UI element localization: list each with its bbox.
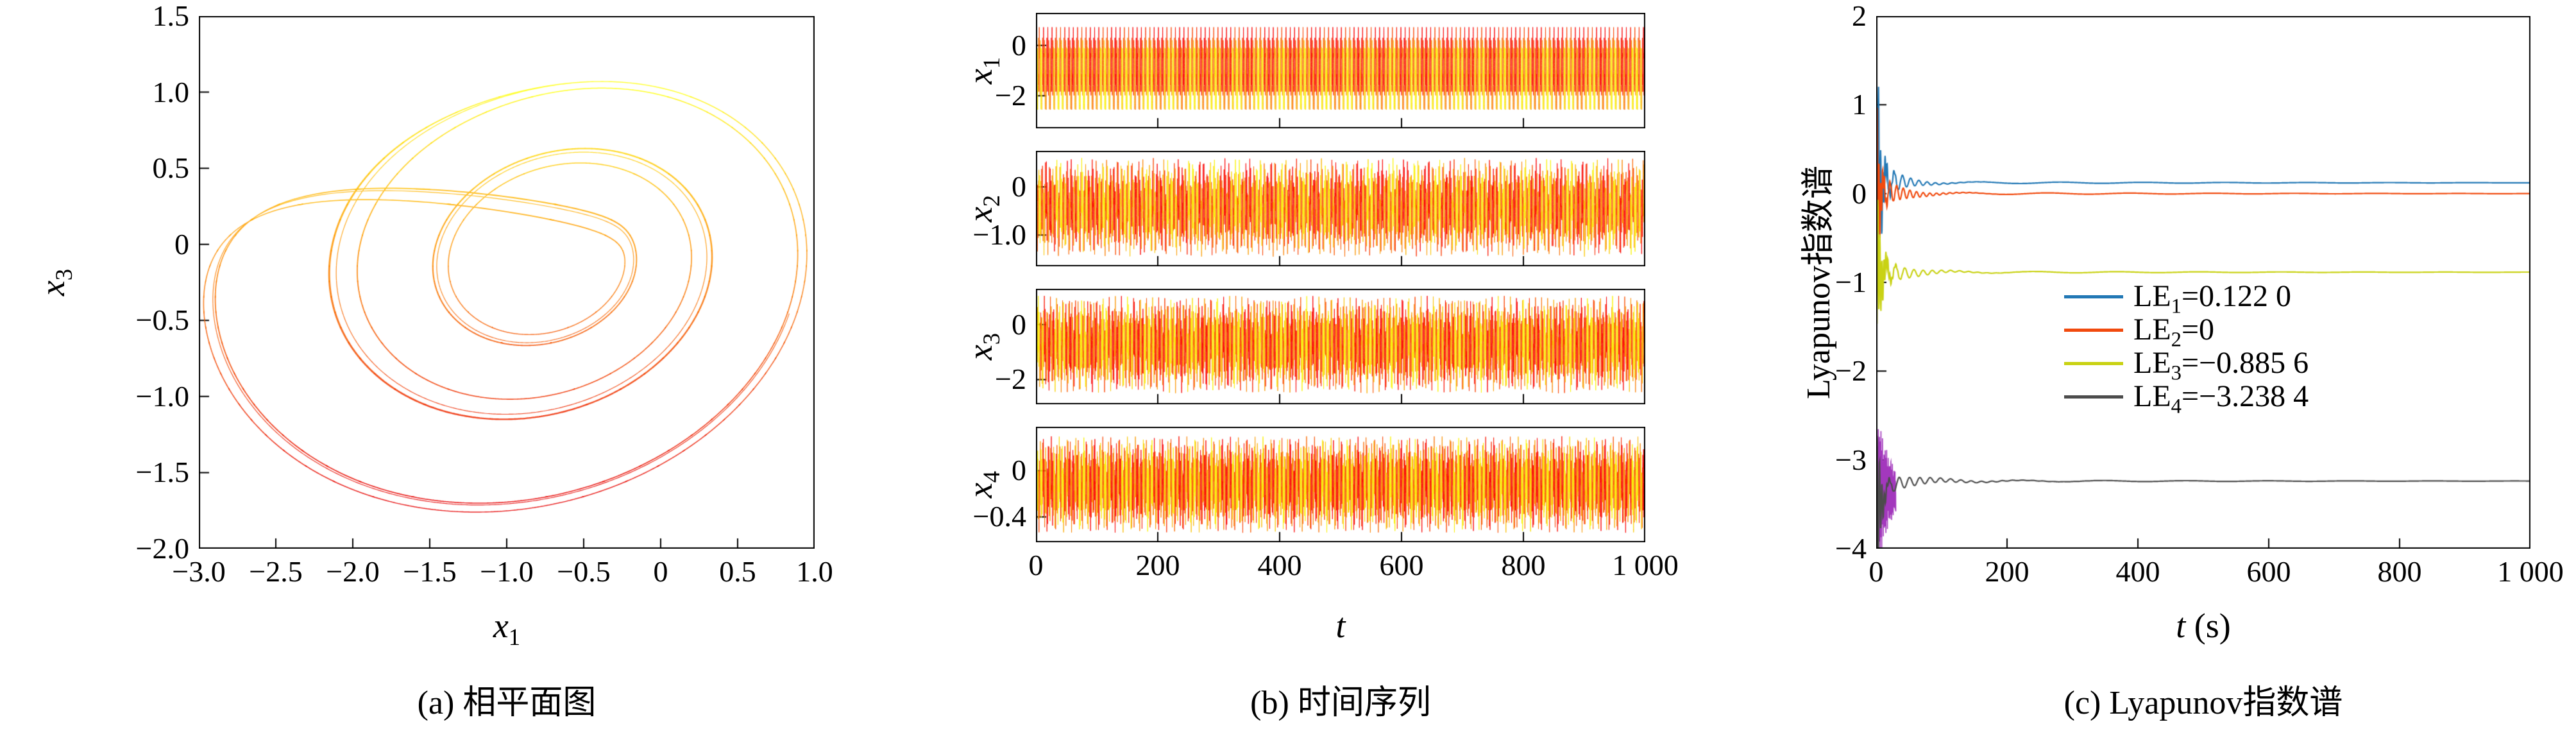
tick-label: 0 [1012, 170, 1026, 203]
axis-label-base: x [961, 69, 999, 85]
axis-label-sub: 4 [978, 470, 1004, 483]
legend-label: LE3=−0.885 6 [2133, 346, 2309, 385]
axis-label-base: x [493, 606, 509, 645]
tick-label: 1.0 [152, 75, 190, 108]
tick-label: 200 [1985, 555, 2029, 588]
tick-label: −1.0 [972, 218, 1026, 252]
x-axis-label-lyapunov: t (s) [2176, 608, 2231, 643]
tick-label: −2.0 [326, 555, 380, 588]
y-axis-label-ts-x4: x4 [961, 471, 1004, 499]
tick-label: −1.5 [135, 456, 189, 489]
tick-label: −1.0 [480, 555, 534, 588]
time-series-plot-x2 [1036, 151, 1645, 266]
tick-label: −2.5 [249, 555, 303, 588]
legend-entry: LE2=0 [2064, 313, 2309, 352]
axis-label-base: t [2176, 606, 2186, 645]
legend-entry: LE3=−0.885 6 [2064, 346, 2309, 385]
lyapunov-spectrum-plot [1876, 16, 2530, 549]
axis-label-sub: 1 [978, 56, 1004, 69]
tick-label: 2 [1852, 0, 1867, 32]
axis-label-base: x [961, 207, 999, 223]
tick-label: −3 [1835, 443, 1867, 476]
legend-line-swatch [2064, 328, 2123, 332]
tick-label: 0 [1868, 555, 1884, 588]
axis-label-base: x [961, 345, 999, 361]
tick-label: 600 [1379, 549, 1424, 581]
tick-label: 0 [1028, 549, 1044, 581]
caption-time-series: (b) 时间序列 [1250, 685, 1431, 721]
axis-label-sub: 1 [508, 623, 521, 650]
time-series-plot-x3 [1036, 289, 1645, 404]
tick-label: 800 [1501, 549, 1546, 581]
tick-label: −3.0 [172, 555, 226, 588]
legend-entry: LE4=−3.238 4 [2064, 379, 2309, 418]
tick-label: 0.5 [719, 555, 756, 588]
tick-label: −2.0 [135, 532, 189, 565]
caption-phase-plane: (a) 相平面图 [417, 685, 597, 721]
legend-line-swatch [2064, 295, 2123, 298]
x-axis-label-phase: x1 [493, 606, 520, 649]
tick-label: 200 [1135, 549, 1180, 581]
tick-label: −4 [1835, 532, 1867, 565]
tick-label: −2 [1835, 354, 1867, 388]
legend-line-swatch [2064, 361, 2123, 365]
axis-label-unit: (s) [2185, 606, 2231, 645]
tick-label: −1 [1835, 266, 1867, 298]
axis-label-sub: 3 [50, 268, 77, 281]
caption-lyapunov: (c) Lyapunov指数谱 [2063, 685, 2343, 721]
tick-label: 1.0 [796, 555, 833, 588]
tick-label: 1 000 [1612, 549, 1679, 581]
time-series-plot-x1 [1036, 13, 1645, 128]
tick-label: 0 [1012, 307, 1026, 341]
tick-label: −1.0 [135, 379, 189, 413]
tick-label: 400 [1257, 549, 1302, 581]
legend-label: LE4=−3.238 4 [2133, 379, 2309, 418]
tick-label: 1.5 [152, 0, 190, 32]
y-axis-label-ts-x1: x1 [961, 57, 1004, 85]
axis-label-base: t [1335, 606, 1346, 645]
tick-label: 0 [1012, 454, 1026, 487]
tick-label: 0 [1852, 176, 1867, 210]
tick-label: 800 [2377, 555, 2422, 588]
tick-label: 400 [2115, 555, 2160, 588]
axis-label-base: x [961, 483, 999, 499]
tick-label: 600 [2246, 555, 2291, 588]
y-axis-label-ts-x2: x2 [961, 195, 1004, 223]
y-axis-label-lyapunov: Lyapunov指数谱 [1801, 166, 1837, 399]
x-axis-label-time-series: t [1335, 608, 1345, 643]
tick-label: 0 [174, 227, 189, 261]
y-axis-label-phase: x3 [33, 269, 77, 296]
tick-label: −0.5 [135, 304, 189, 337]
axis-label-base: x [33, 280, 72, 296]
tick-label: 0 [1012, 28, 1026, 62]
axis-label-sub: 2 [978, 194, 1004, 207]
time-series-plot-x4 [1036, 427, 1645, 542]
legend-label: LE2=0 [2133, 313, 2215, 352]
legend-entry: LE1=0.122 0 [2064, 279, 2309, 318]
tick-label: 0 [653, 555, 668, 588]
tick-label: −0.4 [972, 500, 1026, 533]
axis-label-sub: 3 [978, 332, 1004, 345]
lyapunov-legend: LE1=0.122 0 LE2=0 LE3=−0.885 6 LE4=−3.238 4 [2064, 279, 2309, 418]
tick-label: 1 [1852, 88, 1867, 121]
tick-label: −2 [995, 363, 1026, 396]
tick-label: −0.5 [557, 555, 611, 588]
tick-label: −1.5 [403, 555, 457, 588]
tick-label: 1 000 [2497, 555, 2564, 588]
legend-line-swatch [2064, 395, 2123, 399]
phase-plane-plot [199, 16, 815, 549]
y-axis-label-ts-x3: x3 [961, 333, 1004, 361]
tick-label: 0.5 [152, 151, 190, 185]
tick-label: −2 [995, 79, 1026, 112]
legend-label: LE1=0.122 0 [2133, 279, 2292, 318]
